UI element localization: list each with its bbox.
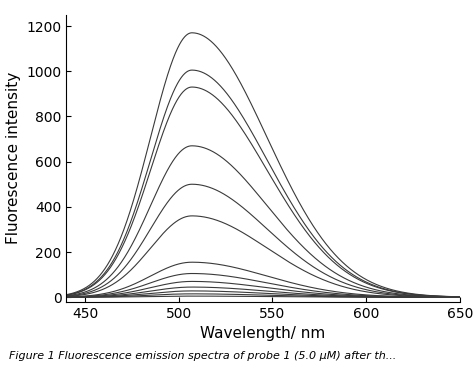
Y-axis label: Fluorescence intensity: Fluorescence intensity bbox=[6, 72, 21, 244]
Text: Figure 1 Fluorescence emission spectra of probe 1 (5.0 μM) after th...: Figure 1 Fluorescence emission spectra o… bbox=[9, 351, 397, 361]
X-axis label: Wavelength/ nm: Wavelength/ nm bbox=[201, 326, 326, 341]
